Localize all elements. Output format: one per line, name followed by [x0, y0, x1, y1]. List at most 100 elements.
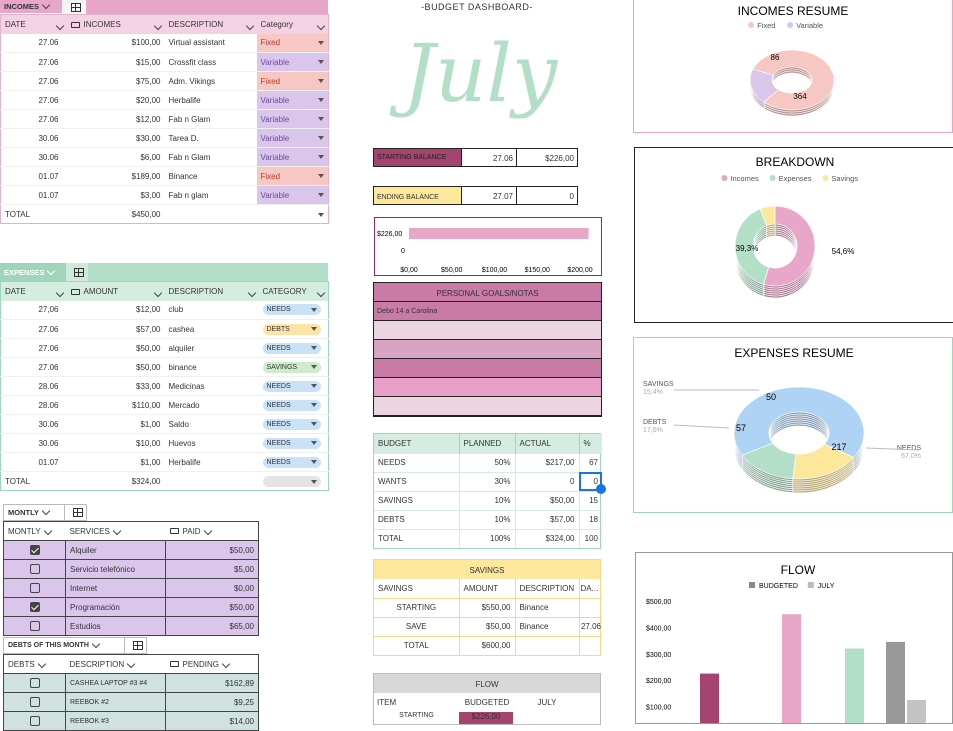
- money-icon: [70, 288, 80, 295]
- category-chip[interactable]: NEEDS: [262, 437, 321, 449]
- checkbox[interactable]: [29, 545, 40, 555]
- checkbox[interactable]: [29, 564, 40, 574]
- side-label-name: DEBTS: [643, 419, 667, 426]
- flow-chart[interactable]: FLOW BUDGETED JULY $100,00 $200,00 $300,00 $40…: [635, 552, 953, 731]
- category-dropdown[interactable]: Variable: [256, 90, 329, 110]
- category-chip[interactable]: NEEDS: [262, 418, 321, 430]
- category-dropdown[interactable]: Fixed: [256, 33, 329, 53]
- category-dropdown[interactable]: Variable: [256, 147, 329, 167]
- expenses-tab[interactable]: EXPENSES: [0, 263, 66, 281]
- monthly-table: MONTLY SERVICES PAID Alquiler $50,00 Servi…: [3, 521, 259, 636]
- dropdown-arrow-icon: [310, 307, 317, 312]
- legend-entry: Incomes: [730, 174, 759, 183]
- slice-label: 50: [766, 392, 776, 402]
- table-row: 27.06 $100,00 Virtual assistant Fixed: [0, 33, 329, 53]
- dropdown-arrow-icon: [318, 79, 324, 83]
- table-view-icon[interactable]: [66, 263, 88, 281]
- category-chip[interactable]: SAVINGS: [262, 361, 321, 373]
- leader-line: [673, 424, 730, 429]
- incomes-resume-chart[interactable]: INCOMES RESUME Fixed Variable 364 86: [633, 0, 953, 133]
- category-dropdown[interactable]: Variable: [256, 128, 329, 148]
- y-tick-label: $500,00: [646, 599, 671, 606]
- table-row: TOTAL 100% $324,00 100: [374, 529, 602, 548]
- col-amount[interactable]: AMOUNT: [67, 282, 165, 301]
- category-dropdown[interactable]: Variable: [256, 52, 329, 72]
- total-value: $450,00: [131, 209, 161, 219]
- table-row: Servicio telefónico $5,00: [3, 559, 259, 579]
- category-dropdown[interactable]: Variable: [256, 185, 329, 205]
- money-icon: [169, 528, 179, 535]
- slice-label: 86: [771, 53, 780, 62]
- category-dropdown[interactable]: Variable: [256, 109, 329, 129]
- table-view-icon[interactable]: [62, 0, 86, 14]
- category-chip[interactable]: NEEDS: [262, 399, 321, 411]
- table-row: SAVINGS 10% $50,00 15: [374, 491, 602, 510]
- incomes-resume-svg: INCOMES RESUME Fixed Variable 364 86: [738, 4, 848, 117]
- month-title: July: [402, 27, 558, 120]
- col-date[interactable]: DATE: [1, 15, 67, 34]
- table-row: Estudios $65,00: [3, 616, 259, 636]
- total-label: TOTAL: [5, 209, 31, 219]
- breakdown-svg: BREAKDOWN Incomes Expenses Savings 54,6% 39,3…: [721, 155, 858, 299]
- checkbox[interactable]: [29, 621, 40, 631]
- legend-marker: [787, 22, 794, 28]
- legend-marker: [769, 175, 776, 181]
- table-row: 01.07 $3,00 Fab n glam Variable: [0, 185, 329, 205]
- dropdown-arrow-icon: [310, 441, 317, 445]
- side-label-name: SAVINGS: [643, 381, 674, 388]
- col-incomes[interactable]: INCOMES: [67, 15, 165, 34]
- donut-slice: [749, 68, 780, 103]
- goal-row[interactable]: Debo 14 a Carolina: [374, 302, 601, 321]
- category-dropdown[interactable]: Fixed: [256, 71, 329, 91]
- dropdown-arrow-icon: [318, 136, 324, 140]
- table-view-icon[interactable]: [65, 504, 87, 521]
- table-row: Programación $50,00: [3, 597, 259, 617]
- side-label-pct: 17,6%: [643, 427, 663, 434]
- checkbox[interactable]: [29, 697, 40, 707]
- goal-row[interactable]: [374, 340, 601, 359]
- legend-marker: [748, 22, 755, 28]
- col-description[interactable]: DESCRIPTION: [165, 15, 257, 34]
- breakdown-chart[interactable]: BREAKDOWN Incomes Expenses Savings 54,6% 39,3…: [634, 147, 953, 323]
- col-description[interactable]: DESCRIPTION: [165, 282, 259, 301]
- incomes-tab[interactable]: INCOMES: [0, 0, 62, 13]
- dropdown-arrow-icon: [310, 346, 317, 350]
- checkbox[interactable]: [29, 716, 40, 726]
- category-dropdown[interactable]: Fixed: [256, 166, 329, 186]
- goal-row[interactable]: [374, 321, 601, 340]
- table-view-icon[interactable]: [125, 637, 147, 654]
- expenses-resume-chart[interactable]: EXPENSES RESUME 217 57 50 NEEDS 67,0% DEBTS 17,…: [633, 337, 953, 513]
- flow-bar: [700, 673, 719, 731]
- col-category[interactable]: Category: [257, 15, 329, 34]
- goal-row[interactable]: [374, 378, 601, 397]
- checkbox[interactable]: [29, 583, 40, 593]
- table-row: STARTING $550,00 Binance: [374, 598, 602, 617]
- balance-chart[interactable]: $0,00 $50,00 $100,00 $150,00 $200,00 $226,00 0: [374, 217, 602, 276]
- y-tick-label: $200,00: [646, 678, 671, 685]
- category-chip[interactable]: NEEDS: [262, 342, 321, 354]
- category-chip[interactable]: NEEDS: [262, 380, 321, 392]
- goal-row[interactable]: [374, 359, 601, 378]
- checkbox[interactable]: [29, 602, 40, 612]
- goal-row[interactable]: [374, 397, 601, 416]
- debts-tab[interactable]: DEBTS OF THIS MONTH: [3, 637, 125, 654]
- category-chip[interactable]: NEEDS: [262, 304, 321, 316]
- cell-selection-handle[interactable]: [596, 484, 606, 494]
- table-row: WANTS 30% 0 0: [374, 472, 602, 491]
- flow-bar: [782, 614, 801, 731]
- col-category[interactable]: CATEGORY: [259, 282, 329, 301]
- total-label: TOTAL: [5, 476, 31, 486]
- flow-table: FLOW ITEM BUDGETED JULY STARTING $226,00: [373, 673, 601, 725]
- dropdown-arrow-icon: [310, 403, 317, 407]
- col-date[interactable]: DATE: [1, 282, 67, 301]
- monthly-tab[interactable]: MONTLY: [3, 504, 65, 521]
- ending-balance: ENDING BALANCE 27.07 0: [373, 186, 578, 205]
- category-chip[interactable]: NEEDS: [262, 456, 321, 468]
- legend-marker: [822, 175, 829, 181]
- category-chip[interactable]: DEBTS: [262, 323, 321, 335]
- checkbox[interactable]: [29, 678, 40, 688]
- table-row: 30.06 $30,00 Tarea D. Variable: [0, 128, 329, 148]
- chevron-down-icon: [41, 0, 51, 10]
- table-row: 01.07 $189,00 Binance Fixed: [0, 166, 329, 186]
- legend-entry: JULY: [818, 583, 835, 590]
